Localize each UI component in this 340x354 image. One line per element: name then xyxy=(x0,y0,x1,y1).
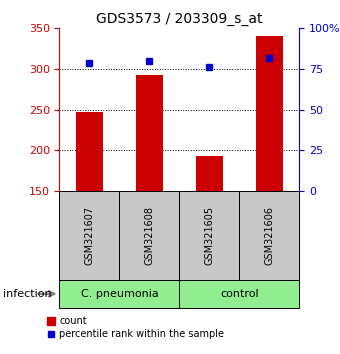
Title: GDS3573 / 203309_s_at: GDS3573 / 203309_s_at xyxy=(96,12,262,26)
Bar xyxy=(76,112,103,191)
Bar xyxy=(256,36,283,191)
Bar xyxy=(239,191,299,280)
Text: GSM321606: GSM321606 xyxy=(264,206,274,265)
Legend: count, percentile rank within the sample: count, percentile rank within the sample xyxy=(47,316,224,339)
Text: infection: infection xyxy=(3,289,52,299)
Bar xyxy=(59,280,180,308)
Bar xyxy=(179,191,239,280)
Text: control: control xyxy=(220,289,259,299)
Text: GSM321607: GSM321607 xyxy=(84,206,95,265)
Bar xyxy=(119,191,179,280)
Bar xyxy=(59,191,119,280)
Bar xyxy=(196,156,223,191)
Bar xyxy=(136,75,163,191)
Text: GSM321608: GSM321608 xyxy=(144,206,154,265)
Text: C. pneumonia: C. pneumonia xyxy=(81,289,158,299)
Text: GSM321605: GSM321605 xyxy=(204,206,214,265)
Bar xyxy=(179,280,299,308)
